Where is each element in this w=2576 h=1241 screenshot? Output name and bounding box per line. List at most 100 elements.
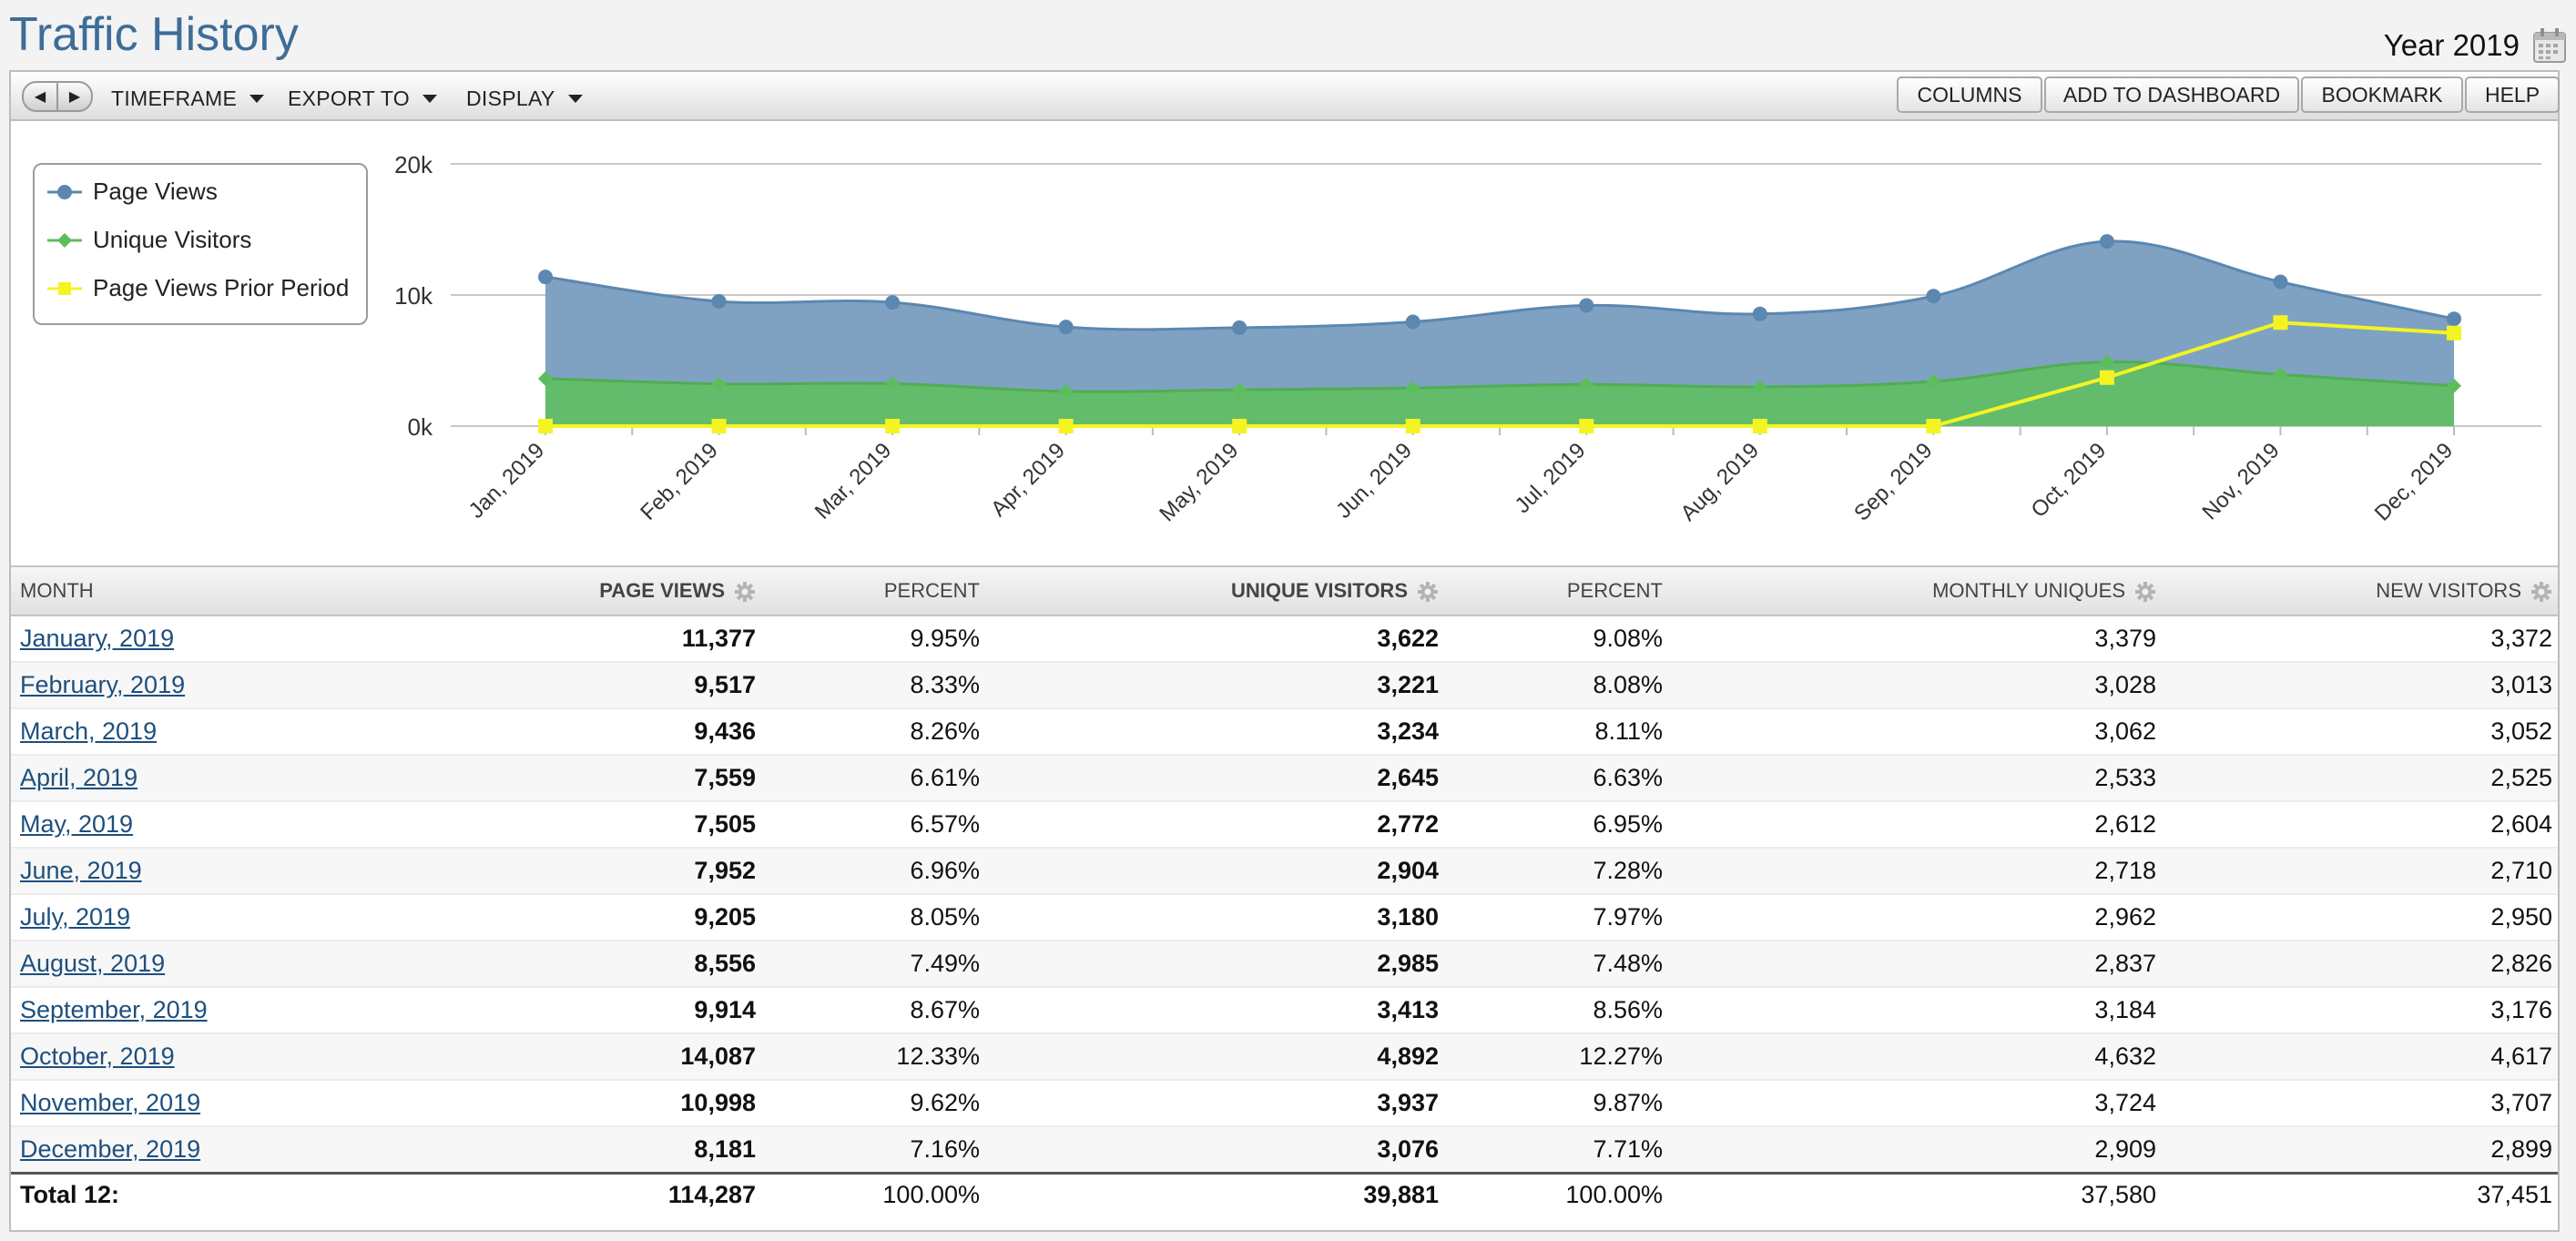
month-link[interactable]: December, 2019	[20, 1135, 201, 1163]
add-to-dashboard-button[interactable]: ADD TO DASHBOARD	[2044, 76, 2299, 113]
page-views-cell: 7,559	[521, 755, 761, 802]
table-row: August, 2019 8,556 7.49% 2,985 7.48% 2,837 2,8…	[11, 941, 2558, 988]
columns-button[interactable]: COLUMNS	[1897, 76, 2042, 113]
bookmark-button[interactable]: BOOKMARK	[2301, 76, 2463, 113]
unique-visitors-point[interactable]	[2447, 378, 2461, 393]
y-tick-label: 10k	[394, 282, 433, 310]
unique-visitors-point[interactable]	[885, 376, 901, 392]
monthly-uniques-cell: 2,533	[1668, 755, 2162, 802]
month-link[interactable]: March, 2019	[20, 717, 158, 745]
display-menu[interactable]: DISPLAY	[466, 86, 583, 111]
column-header-unique-visitors[interactable]: UNIQUE VISITORS	[985, 565, 1444, 616]
legend-item-prior-period[interactable]: Page Views Prior Period	[47, 274, 349, 302]
legend-item-page-views[interactable]: Page Views	[47, 178, 218, 206]
prior-period-point[interactable]	[2273, 315, 2288, 331]
x-tick-label: Jun, 2019	[1331, 438, 1417, 524]
new-visitors-cell: 2,604	[2162, 801, 2558, 849]
help-button[interactable]: HELP	[2465, 76, 2560, 113]
period-selector[interactable]: Year 2019	[2384, 27, 2567, 64]
monthly-uniques-cell: 2,718	[1668, 848, 2162, 895]
prior-period-point[interactable]	[1232, 419, 1247, 433]
prior-period-point[interactable]	[1579, 419, 1594, 433]
month-link[interactable]: February, 2019	[20, 671, 186, 698]
traffic-table: MONTH PAGE VIEWS PERCENT UNIQUE VISITORS…	[11, 565, 2558, 1215]
page-views-point[interactable]	[1405, 314, 1420, 330]
month-link[interactable]: November, 2019	[20, 1089, 201, 1116]
prior-period-point[interactable]	[2447, 325, 2461, 341]
uv-percent-cell: 9.08%	[1444, 615, 1668, 663]
page-views-point[interactable]	[1579, 298, 1594, 313]
month-link[interactable]: July, 2019	[20, 903, 131, 931]
column-header-pv-percent[interactable]: PERCENT	[761, 565, 985, 616]
month-link[interactable]: September, 2019	[20, 996, 208, 1023]
page-views-point[interactable]	[2099, 234, 2114, 249]
column-header-page-views[interactable]: PAGE VIEWS	[521, 565, 761, 616]
prior-period-point[interactable]	[1926, 419, 1941, 433]
page-views-point[interactable]	[1926, 289, 1941, 304]
export-label: EXPORT TO	[288, 86, 410, 110]
uv-percent-cell: 6.95%	[1444, 801, 1668, 849]
column-header-month[interactable]: MONTH	[11, 565, 521, 616]
next-period-icon[interactable]: ▶	[68, 89, 81, 105]
unique-visitors-point[interactable]	[1926, 373, 1941, 389]
gear-icon[interactable]	[2134, 581, 2156, 603]
timeframe-label: TIMEFRAME	[111, 86, 238, 110]
page-views-point[interactable]	[711, 293, 727, 309]
pv-percent-cell: 6.96%	[761, 848, 985, 895]
month-link[interactable]: August, 2019	[20, 950, 166, 977]
page-views-cell: 9,436	[521, 708, 761, 756]
y-tick-label: 0k	[408, 413, 433, 441]
uv-percent-cell: 8.11%	[1444, 708, 1668, 756]
monthly-uniques-cell: 3,028	[1668, 662, 2162, 709]
chevron-down-icon	[422, 95, 437, 103]
column-header-monthly-uniques[interactable]: MONTHLY UNIQUES	[1668, 565, 2162, 616]
gear-icon[interactable]	[1417, 581, 1439, 603]
page-views-point[interactable]	[2447, 311, 2461, 327]
prior-period-point[interactable]	[538, 419, 553, 433]
prior-period-point[interactable]	[1405, 419, 1420, 433]
timeframe-menu[interactable]: TIMEFRAME	[111, 86, 265, 111]
month-link[interactable]: January, 2019	[20, 625, 175, 652]
column-header-uv-percent[interactable]: PERCENT	[1444, 565, 1668, 616]
prior-period-point[interactable]	[2099, 370, 2114, 385]
chevron-down-icon	[567, 95, 583, 103]
page-views-cell: 14,087	[521, 1033, 761, 1081]
prior-period-point[interactable]	[1058, 419, 1074, 433]
unique-visitors-point[interactable]	[1058, 383, 1074, 399]
unique-visitors-cell: 2,985	[985, 941, 1444, 988]
uv-percent-cell: 12.27%	[1444, 1033, 1668, 1081]
legend-item-unique-visitors[interactable]: Unique Visitors	[47, 226, 251, 254]
pv-percent-cell: 7.49%	[761, 941, 985, 988]
month-cell: November, 2019	[11, 1080, 521, 1127]
month-link[interactable]: October, 2019	[20, 1043, 175, 1070]
page-views-line	[545, 239, 2455, 331]
page-views-point[interactable]	[1232, 320, 1247, 335]
unique-visitors-point[interactable]	[2099, 354, 2114, 370]
column-header-new-visitors[interactable]: NEW VISITORS	[2162, 565, 2558, 616]
calendar-icon[interactable]	[2532, 27, 2567, 64]
unique-visitors-point[interactable]	[711, 376, 727, 392]
gear-icon[interactable]	[734, 581, 756, 603]
export-menu[interactable]: EXPORT TO	[288, 86, 437, 111]
unique-visitors-cell: 3,937	[985, 1080, 1444, 1127]
unique-visitors-point[interactable]	[1405, 381, 1420, 396]
unique-visitors-point[interactable]	[2273, 367, 2288, 382]
prior-period-point[interactable]	[885, 419, 901, 433]
month-link[interactable]: May, 2019	[20, 810, 134, 838]
unique-visitors-point[interactable]	[1579, 377, 1594, 392]
prior-period-point[interactable]	[1752, 419, 1767, 433]
page-views-point[interactable]	[538, 270, 553, 285]
month-link[interactable]: April, 2019	[20, 764, 138, 791]
gear-icon[interactable]	[2530, 581, 2552, 603]
x-tick-label: May, 2019	[1155, 438, 1243, 526]
page-views-point[interactable]	[1752, 306, 1767, 321]
page-views-point[interactable]	[885, 295, 901, 310]
unique-visitors-point[interactable]	[1752, 380, 1767, 395]
unique-visitors-point[interactable]	[1232, 382, 1247, 398]
previous-period-icon[interactable]: ◀	[24, 83, 58, 110]
prior-period-point[interactable]	[711, 419, 727, 433]
page-views-point[interactable]	[2273, 274, 2288, 290]
month-link[interactable]: June, 2019	[20, 857, 142, 884]
page-views-point[interactable]	[1058, 320, 1074, 335]
unique-visitors-point[interactable]	[538, 371, 553, 386]
